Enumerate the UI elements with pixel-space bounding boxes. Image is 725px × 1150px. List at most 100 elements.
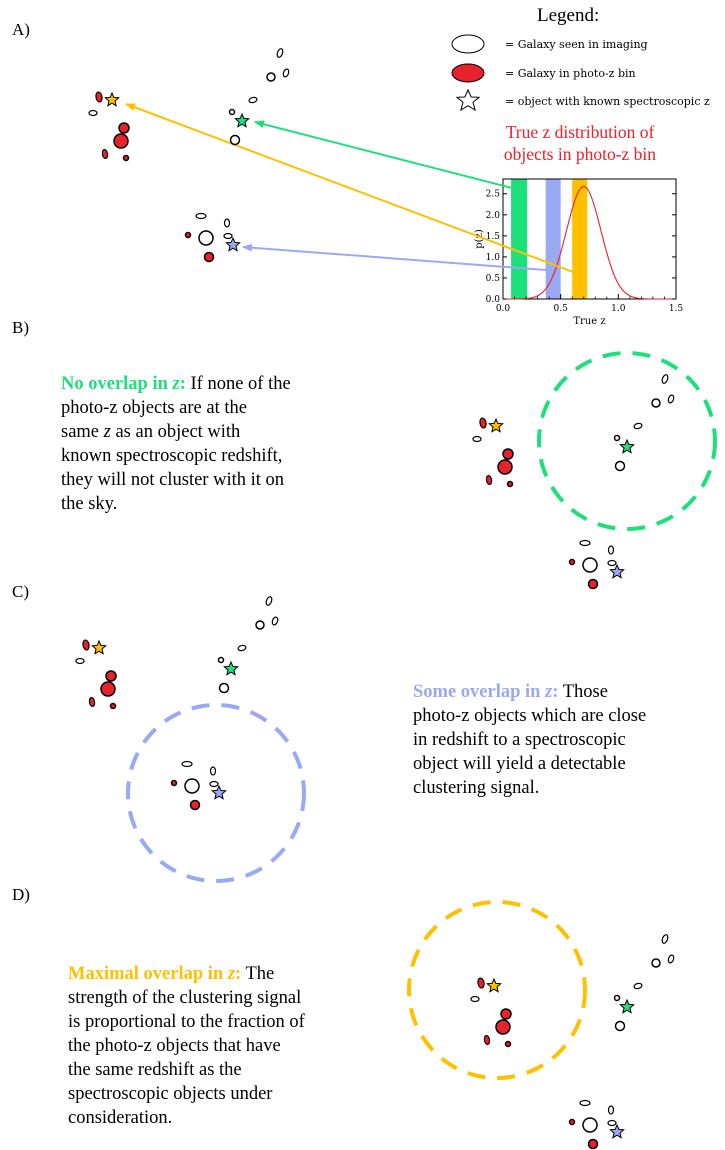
legend-star-icon bbox=[455, 88, 481, 112]
imaging-galaxy bbox=[237, 644, 247, 652]
imaging-galaxy bbox=[613, 994, 621, 1002]
x-tick-label: 1.0 bbox=[611, 304, 626, 314]
photoz-galaxy bbox=[95, 91, 103, 103]
y-tick-label: 0.0 bbox=[486, 295, 501, 305]
imaging-galaxy bbox=[607, 559, 617, 567]
spectroscopic-star-icon bbox=[225, 236, 241, 252]
band-blue bbox=[545, 179, 561, 299]
imaging-galaxy bbox=[209, 766, 217, 776]
imaging-galaxy bbox=[229, 134, 241, 146]
legend-item-photoz: = Galaxy in photo-z bin bbox=[505, 67, 636, 80]
spectroscopic-star-icon bbox=[619, 438, 635, 454]
panel-label-a: A) bbox=[12, 20, 30, 39]
imaging-galaxy bbox=[651, 398, 661, 408]
spectroscopic-star-icon bbox=[609, 563, 625, 579]
imaging-galaxy bbox=[75, 657, 85, 665]
highlight-d: Maximal overlap in z: bbox=[68, 964, 242, 984]
y-tick-label: 1.5 bbox=[486, 232, 501, 242]
highlight-c: Some overlap in z: bbox=[413, 682, 559, 702]
text-b: No overlap in z: If none of the photo-z … bbox=[61, 374, 291, 514]
spectroscopic-star-icon bbox=[488, 417, 504, 433]
imaging-galaxy bbox=[195, 212, 207, 220]
sky-maps bbox=[75, 48, 717, 1150]
imaging-galaxy bbox=[282, 68, 290, 78]
b-blue-cluster bbox=[568, 539, 625, 590]
legend-item-spectroscopic: = object with known spectroscopic z bbox=[505, 95, 710, 108]
imaging-galaxy bbox=[607, 1119, 617, 1127]
photoz-galaxy bbox=[485, 474, 493, 486]
b-green-cluster bbox=[613, 374, 675, 472]
photoz-galaxy bbox=[184, 231, 192, 239]
spectroscopic-star-icon bbox=[104, 91, 120, 107]
photoz-galaxy bbox=[568, 1118, 576, 1126]
photoz-galaxy bbox=[587, 1138, 599, 1150]
imaging-galaxy bbox=[582, 557, 598, 573]
d-blue-cluster bbox=[568, 1099, 625, 1150]
y-tick-label: 2.5 bbox=[486, 190, 501, 200]
a-red-cluster bbox=[88, 91, 130, 162]
x-tick-label: 0.5 bbox=[554, 304, 569, 314]
true-z-distribution-chart: 0.0 0.5 1.0 1.5 2.0 2.5 0.0 0.5 1.0 1.5 True z p(z) bbox=[474, 178, 683, 327]
photoz-galaxy bbox=[122, 154, 130, 162]
photoz-galaxy bbox=[118, 122, 130, 134]
imaging-galaxy bbox=[661, 374, 669, 384]
photoz-galaxy bbox=[82, 639, 90, 651]
blue-dashed-circle bbox=[126, 703, 306, 883]
distribution-title-line2: objects in photo-z bin bbox=[503, 144, 657, 164]
c-red-cluster bbox=[75, 639, 117, 710]
photoz-galaxy bbox=[170, 779, 178, 787]
imaging-galaxy bbox=[470, 995, 480, 1003]
photoz-galaxy bbox=[479, 417, 487, 429]
spectroscopic-star-icon bbox=[486, 977, 502, 993]
band-orange bbox=[572, 179, 588, 299]
imaging-galaxy bbox=[579, 1099, 591, 1107]
d-green-cluster bbox=[613, 934, 675, 1032]
distribution-title-line1: True z distribution of bbox=[505, 122, 655, 142]
photoz-galaxy bbox=[100, 681, 116, 697]
photoz-galaxy bbox=[105, 670, 117, 682]
band-green bbox=[511, 179, 528, 299]
spectroscopic-star-icon bbox=[234, 112, 250, 128]
imaging-galaxy bbox=[276, 48, 284, 58]
imaging-galaxy bbox=[607, 1105, 615, 1115]
green-dashed-circle bbox=[537, 351, 717, 531]
imaging-galaxy bbox=[661, 934, 669, 944]
panel-label-c: C) bbox=[12, 582, 29, 601]
imaging-galaxy bbox=[184, 778, 200, 794]
photoz-galaxy bbox=[477, 977, 485, 989]
imaging-galaxy bbox=[248, 96, 258, 104]
imaging-galaxy bbox=[223, 218, 231, 228]
arrows bbox=[125, 103, 574, 273]
photoz-galaxy bbox=[88, 696, 96, 708]
photoz-galaxy bbox=[189, 799, 201, 811]
imaging-galaxy bbox=[88, 109, 98, 117]
c-blue-cluster bbox=[170, 760, 227, 811]
photoz-galaxy bbox=[203, 251, 215, 263]
x-tick-label: 0.0 bbox=[496, 304, 511, 314]
imaging-galaxy bbox=[582, 1117, 598, 1133]
legend-item-imaging: = Galaxy seen in imaging bbox=[505, 38, 648, 51]
highlight-b: No overlap in z: bbox=[61, 374, 186, 394]
spectroscopic-star-icon bbox=[211, 784, 227, 800]
legend-red-ellipse-icon bbox=[451, 63, 485, 83]
imaging-galaxy bbox=[271, 616, 279, 626]
orange-arrow bbox=[125, 103, 574, 273]
imaging-galaxy bbox=[614, 460, 626, 472]
photoz-galaxy bbox=[506, 480, 514, 488]
imaging-galaxy bbox=[651, 958, 661, 968]
imaging-galaxy bbox=[667, 394, 675, 404]
imaging-galaxy bbox=[667, 954, 675, 964]
imaging-galaxy bbox=[217, 656, 225, 664]
text-c: Some overlap in z: Those photo-z objects… bbox=[413, 682, 647, 798]
b-red-cluster bbox=[472, 417, 514, 488]
photoz-galaxy bbox=[101, 148, 109, 160]
photoz-galaxy bbox=[568, 558, 576, 566]
photoz-galaxy bbox=[483, 1034, 491, 1046]
imaging-galaxy bbox=[613, 434, 621, 442]
y-tick-label: 1.0 bbox=[486, 253, 501, 263]
imaging-galaxy bbox=[472, 435, 482, 443]
imaging-galaxy bbox=[218, 682, 230, 694]
a-blue-cluster bbox=[184, 212, 241, 263]
spectroscopic-star-icon bbox=[609, 1123, 625, 1139]
